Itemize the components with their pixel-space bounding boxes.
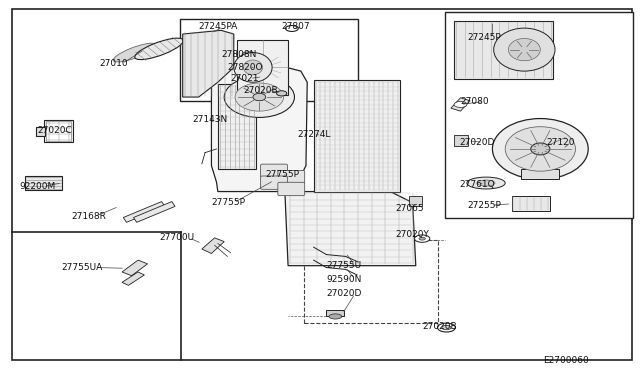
Ellipse shape	[508, 38, 540, 61]
Ellipse shape	[477, 180, 495, 186]
Ellipse shape	[237, 49, 260, 59]
Text: 27807: 27807	[282, 22, 310, 31]
Ellipse shape	[253, 93, 266, 101]
Text: 27021: 27021	[230, 74, 259, 83]
Polygon shape	[134, 202, 175, 222]
Ellipse shape	[415, 235, 430, 242]
Ellipse shape	[492, 119, 588, 179]
Ellipse shape	[419, 237, 426, 240]
Ellipse shape	[135, 38, 183, 60]
Ellipse shape	[531, 143, 550, 155]
FancyBboxPatch shape	[260, 164, 287, 177]
Polygon shape	[124, 202, 165, 222]
Bar	[36, 127, 45, 136]
Bar	[44, 120, 73, 142]
Text: 27700U: 27700U	[159, 233, 194, 243]
Text: 27255P: 27255P	[467, 201, 500, 210]
Ellipse shape	[224, 77, 294, 118]
Text: 27080: 27080	[461, 97, 489, 106]
Polygon shape	[182, 31, 234, 97]
Text: 27143N: 27143N	[192, 115, 228, 124]
Ellipse shape	[234, 52, 272, 82]
Polygon shape	[211, 64, 307, 192]
Text: 27245P: 27245P	[467, 33, 500, 42]
Ellipse shape	[285, 26, 298, 32]
Bar	[237, 39, 288, 95]
Ellipse shape	[438, 323, 456, 332]
Bar	[304, 240, 438, 323]
Bar	[46, 121, 71, 141]
Polygon shape	[202, 238, 224, 253]
Ellipse shape	[235, 83, 284, 111]
Bar	[326, 310, 344, 317]
Text: 27065: 27065	[396, 204, 424, 213]
Text: 27020Y: 27020Y	[396, 230, 429, 240]
Ellipse shape	[243, 60, 262, 75]
Bar	[445, 12, 633, 218]
Bar	[454, 21, 553, 78]
Bar	[25, 176, 62, 190]
Ellipse shape	[242, 52, 255, 57]
Bar	[521, 169, 559, 179]
Text: 27755UA: 27755UA	[61, 263, 102, 272]
Bar	[454, 135, 468, 146]
Bar	[179, 19, 358, 101]
Bar	[314, 80, 400, 192]
Text: 27755P: 27755P	[211, 198, 245, 207]
Ellipse shape	[442, 326, 451, 330]
FancyBboxPatch shape	[278, 170, 305, 184]
Text: 27020D: 27020D	[460, 138, 495, 147]
Polygon shape	[451, 98, 470, 111]
Ellipse shape	[113, 43, 156, 62]
FancyBboxPatch shape	[278, 182, 305, 196]
Ellipse shape	[276, 91, 287, 96]
Text: 92200M: 92200M	[20, 182, 56, 190]
Ellipse shape	[505, 127, 575, 171]
Text: 27755U: 27755U	[326, 261, 362, 270]
Bar	[410, 196, 422, 206]
Text: 27020B: 27020B	[243, 86, 278, 95]
Text: 27120: 27120	[547, 138, 575, 147]
Text: 92590N: 92590N	[326, 275, 362, 284]
Text: 27245PA: 27245PA	[198, 22, 238, 31]
Text: 27020B: 27020B	[422, 322, 457, 331]
Text: 27010: 27010	[100, 59, 128, 68]
Text: 27020D: 27020D	[326, 289, 362, 298]
FancyBboxPatch shape	[260, 176, 287, 189]
Ellipse shape	[329, 314, 342, 319]
Text: 27820O: 27820O	[227, 63, 263, 72]
Text: E2700060: E2700060	[543, 356, 589, 365]
Text: 27808N: 27808N	[221, 50, 257, 59]
Ellipse shape	[467, 177, 505, 189]
Polygon shape	[285, 192, 416, 266]
Bar	[511, 196, 550, 211]
Ellipse shape	[454, 102, 467, 108]
Text: 27274L: 27274L	[298, 130, 331, 140]
Ellipse shape	[493, 28, 555, 71]
Text: 27168R: 27168R	[71, 212, 106, 221]
Bar	[218, 84, 256, 169]
Text: 27761Q: 27761Q	[460, 180, 495, 189]
Polygon shape	[122, 272, 145, 285]
Polygon shape	[122, 260, 148, 276]
Text: 27755P: 27755P	[266, 170, 300, 179]
Text: 27020C: 27020C	[38, 126, 72, 135]
